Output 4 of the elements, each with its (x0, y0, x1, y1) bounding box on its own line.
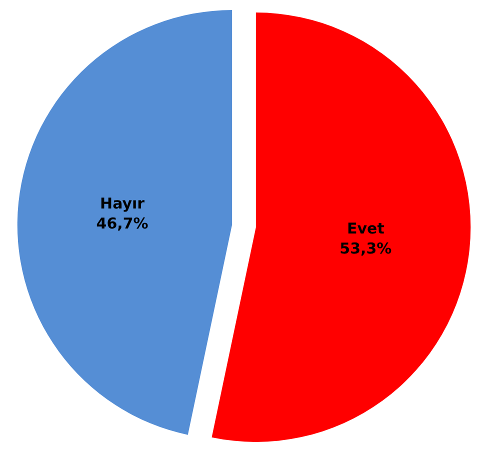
data-label: 53,3% (340, 240, 392, 258)
slice-label: Hayır (100, 194, 146, 212)
slice-label: Evet (347, 220, 384, 238)
data-label: 46,7% (96, 214, 148, 232)
